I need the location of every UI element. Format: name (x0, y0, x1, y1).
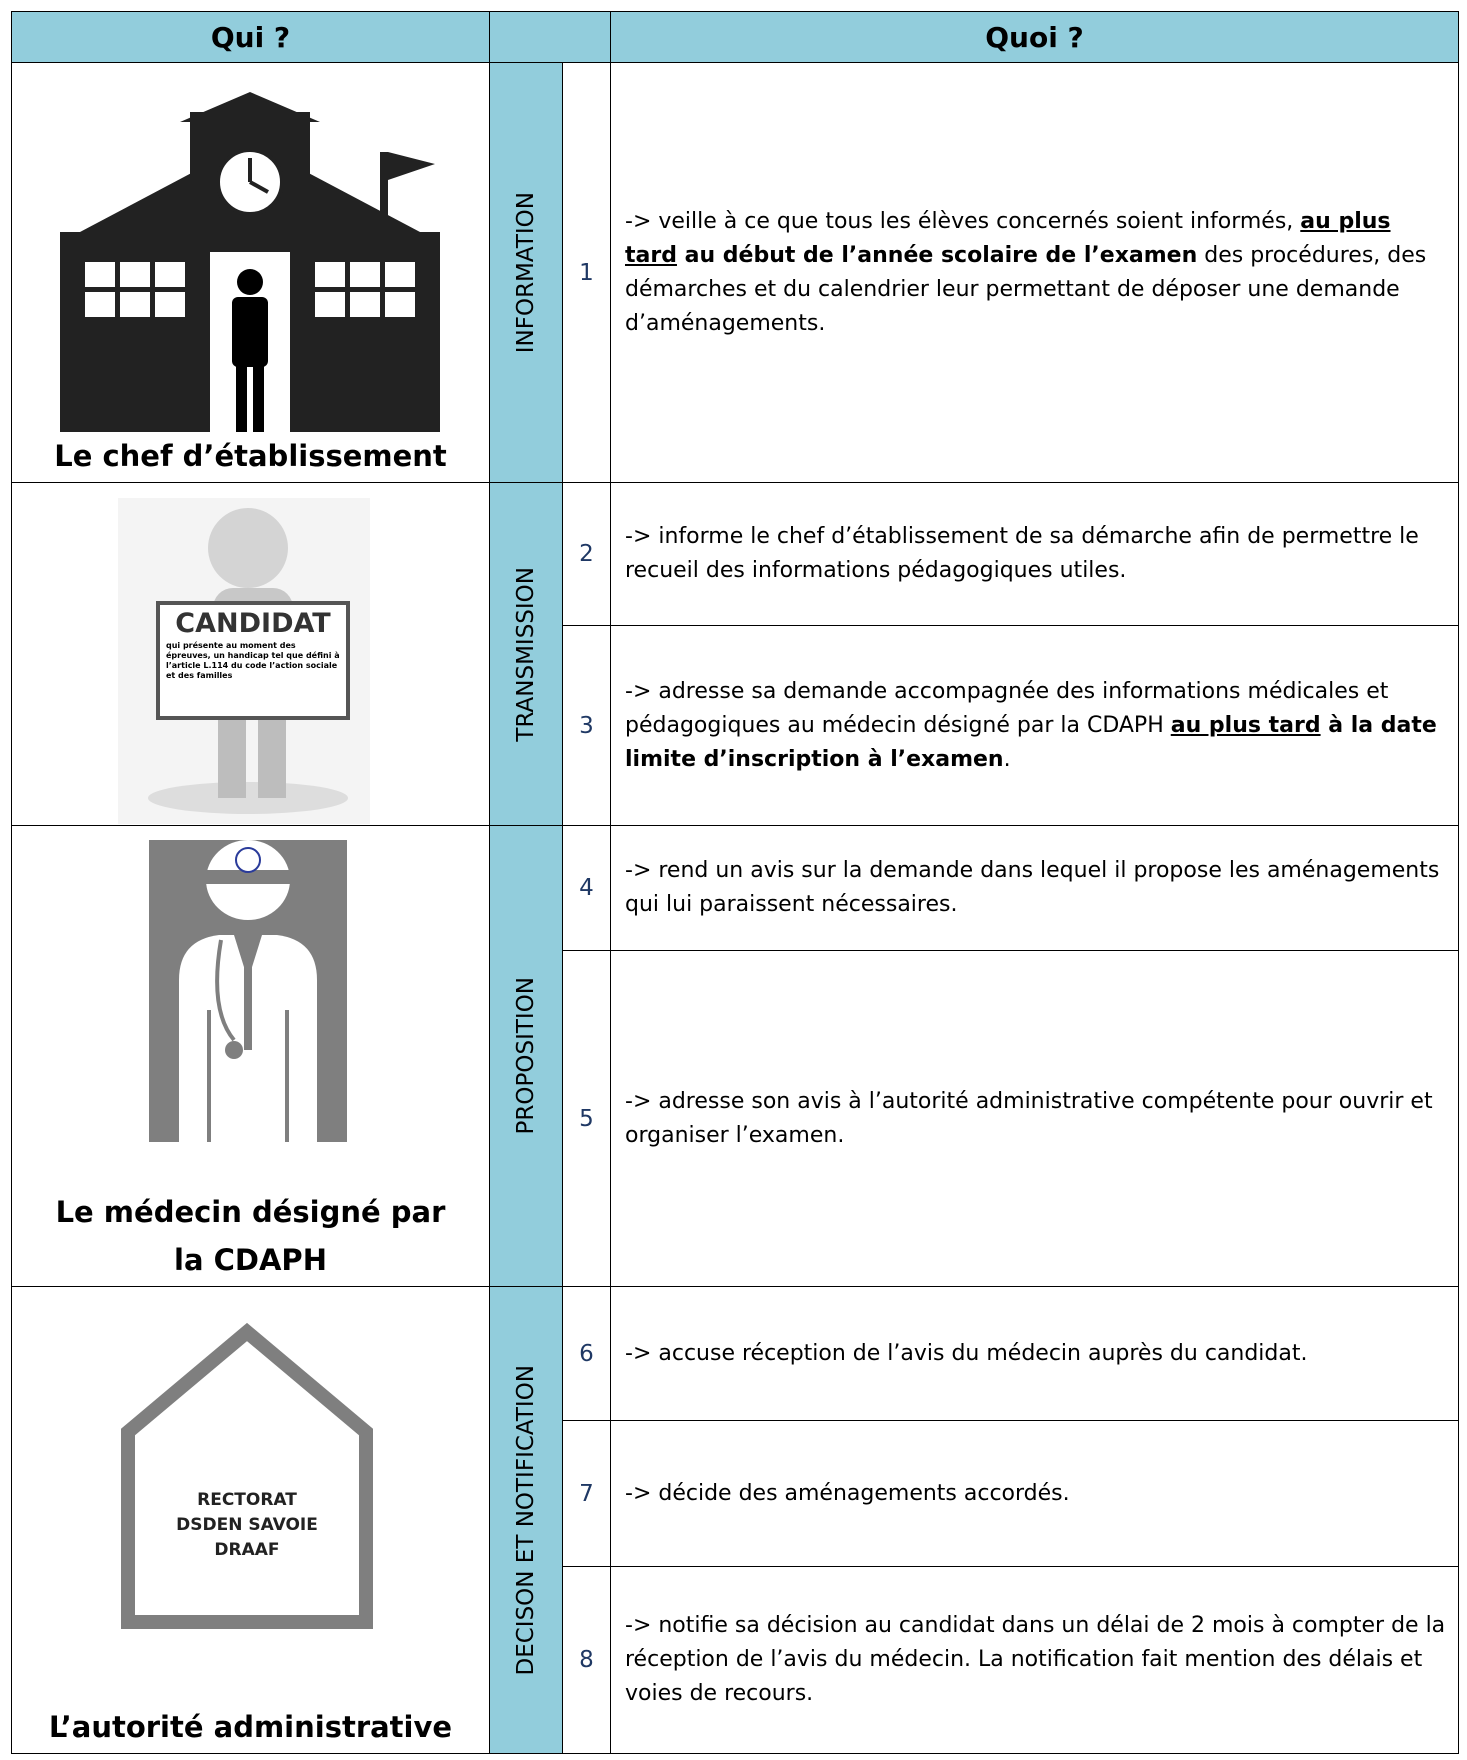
step-text: -> rend un avis sur la demande dans lequ… (625, 854, 1446, 922)
step-text: -> adresse son avis à l’autorité adminis… (625, 1085, 1446, 1153)
step-text: -> accuse réception de l’avis du médecin… (625, 1337, 1307, 1371)
house-line: DRAAF (214, 1540, 280, 1560)
step-text: -> veille à ce que tous les élèves conce… (625, 205, 1446, 341)
step-number-cell: 8 (562, 1566, 611, 1754)
text-segment: . (1003, 746, 1011, 772)
actor-cell: Le médecin désigné par la CDAPH (11, 825, 490, 1287)
actor-label: L’autorité administrative (48, 1710, 453, 1744)
step-number: 6 (579, 1340, 594, 1367)
actor-cell: Le chef d’établissement (11, 62, 490, 483)
step-text-cell: -> rend un avis sur la demande dans lequ… (610, 825, 1459, 951)
sign-text: qui présente au moment des épreuves, un … (166, 641, 340, 680)
doctor-icon (149, 840, 347, 1142)
text-segment: -> veille à ce que tous les élèves conce… (625, 208, 1301, 234)
phase-label: INFORMATION (513, 191, 539, 354)
step-text: -> décide des aménagements accordés. (625, 1477, 1070, 1511)
candidate-icon (118, 498, 370, 824)
step-number-cell: 4 (562, 825, 611, 951)
house-text: RECTORAT DSDEN SAVOIE DRAAF (140, 1488, 354, 1563)
step-number-cell: 3 (562, 625, 611, 826)
text-segment: -> adresse son avis à l’autorité adminis… (625, 1088, 1433, 1148)
step-number-cell: 5 (562, 950, 611, 1287)
text-segment: des procédures, des démarches et du cale… (625, 242, 1427, 336)
phase-cell: PROPOSITION (489, 825, 563, 1287)
header-what: Quoi ? (610, 11, 1459, 63)
step-number: 5 (579, 1105, 594, 1132)
house-icon (121, 1322, 373, 1629)
house-line: DSDEN SAVOIE (176, 1515, 318, 1535)
step-number-cell: 7 (562, 1420, 611, 1567)
phase-cell: TRANSMISSION (489, 482, 563, 826)
step-text-cell: -> décide des aménagements accordés. (610, 1420, 1459, 1567)
sign-title: CANDIDAT (175, 608, 331, 639)
text-segment: au plus tard (625, 208, 1391, 268)
step-text: -> notifie sa décision au candidat dans … (625, 1609, 1446, 1711)
house-line: RECTORAT (197, 1490, 297, 1510)
step-number-cell: 6 (562, 1286, 611, 1421)
step-number-cell: 2 (562, 482, 611, 626)
step-number: 8 (579, 1647, 594, 1673)
text-segment: -> décide des aménagements accordés. (625, 1480, 1070, 1506)
text-segment: au plus tard (1170, 712, 1321, 738)
phase-cell: INFORMATION (489, 62, 563, 483)
step-number: 1 (579, 259, 594, 286)
phase-label: PROPOSITION (513, 977, 539, 1135)
step-text-cell: -> veille à ce que tous les élèves conce… (610, 62, 1459, 483)
step-number: 2 (579, 541, 594, 567)
text-segment: -> adresse sa demande accompagnée des in… (625, 678, 1389, 738)
step-text-cell: -> accuse réception de l’avis du médecin… (610, 1286, 1459, 1421)
sign: CANDIDAT qui présente au moment des épreu… (162, 608, 344, 683)
header-who: Qui ? (11, 11, 490, 63)
step-text-cell: -> informe le chef d’établissement de sa… (610, 482, 1459, 626)
phase-label: DECISON ET NOTIFICATION (513, 1364, 539, 1676)
text-segment: à la date limite d’inscription à l’exame… (625, 712, 1437, 772)
step-text-cell: -> adresse son avis à l’autorité adminis… (610, 950, 1459, 1287)
text-segment: -> rend un avis sur la demande dans lequ… (625, 858, 1440, 917)
school-icon (60, 92, 440, 432)
text-segment: -> accuse réception de l’avis du médecin… (625, 1340, 1308, 1366)
text-segment: au début de l’année scolaire de l’examen (676, 242, 1198, 268)
phase-label: TRANSMISSION (513, 566, 539, 742)
step-number-cell: 1 (562, 62, 611, 483)
step-text: -> adresse sa demande accompagnée des in… (625, 675, 1446, 777)
header-who-text: Qui ? (210, 20, 291, 54)
step-text-cell: -> adresse sa demande accompagnée des in… (610, 625, 1459, 826)
step-text: -> informe le chef d’établissement de sa… (625, 520, 1446, 588)
text-segment: -> informe le chef d’établissement de sa… (625, 524, 1419, 583)
header-blank (489, 11, 611, 63)
actor-label: Le chef d’établissement (54, 439, 447, 473)
header-what-text: Quoi ? (985, 20, 1084, 54)
text-segment: -> notifie sa décision au candidat dans … (625, 1613, 1446, 1706)
phase-cell: DECISON ET NOTIFICATION (489, 1286, 563, 1754)
step-number: 3 (579, 712, 594, 739)
step-number: 7 (579, 1480, 594, 1507)
step-number: 4 (579, 875, 594, 901)
actor-label: Le médecin désigné par la CDAPH (55, 1195, 446, 1277)
step-text-cell: -> notifie sa décision au candidat dans … (610, 1566, 1459, 1754)
